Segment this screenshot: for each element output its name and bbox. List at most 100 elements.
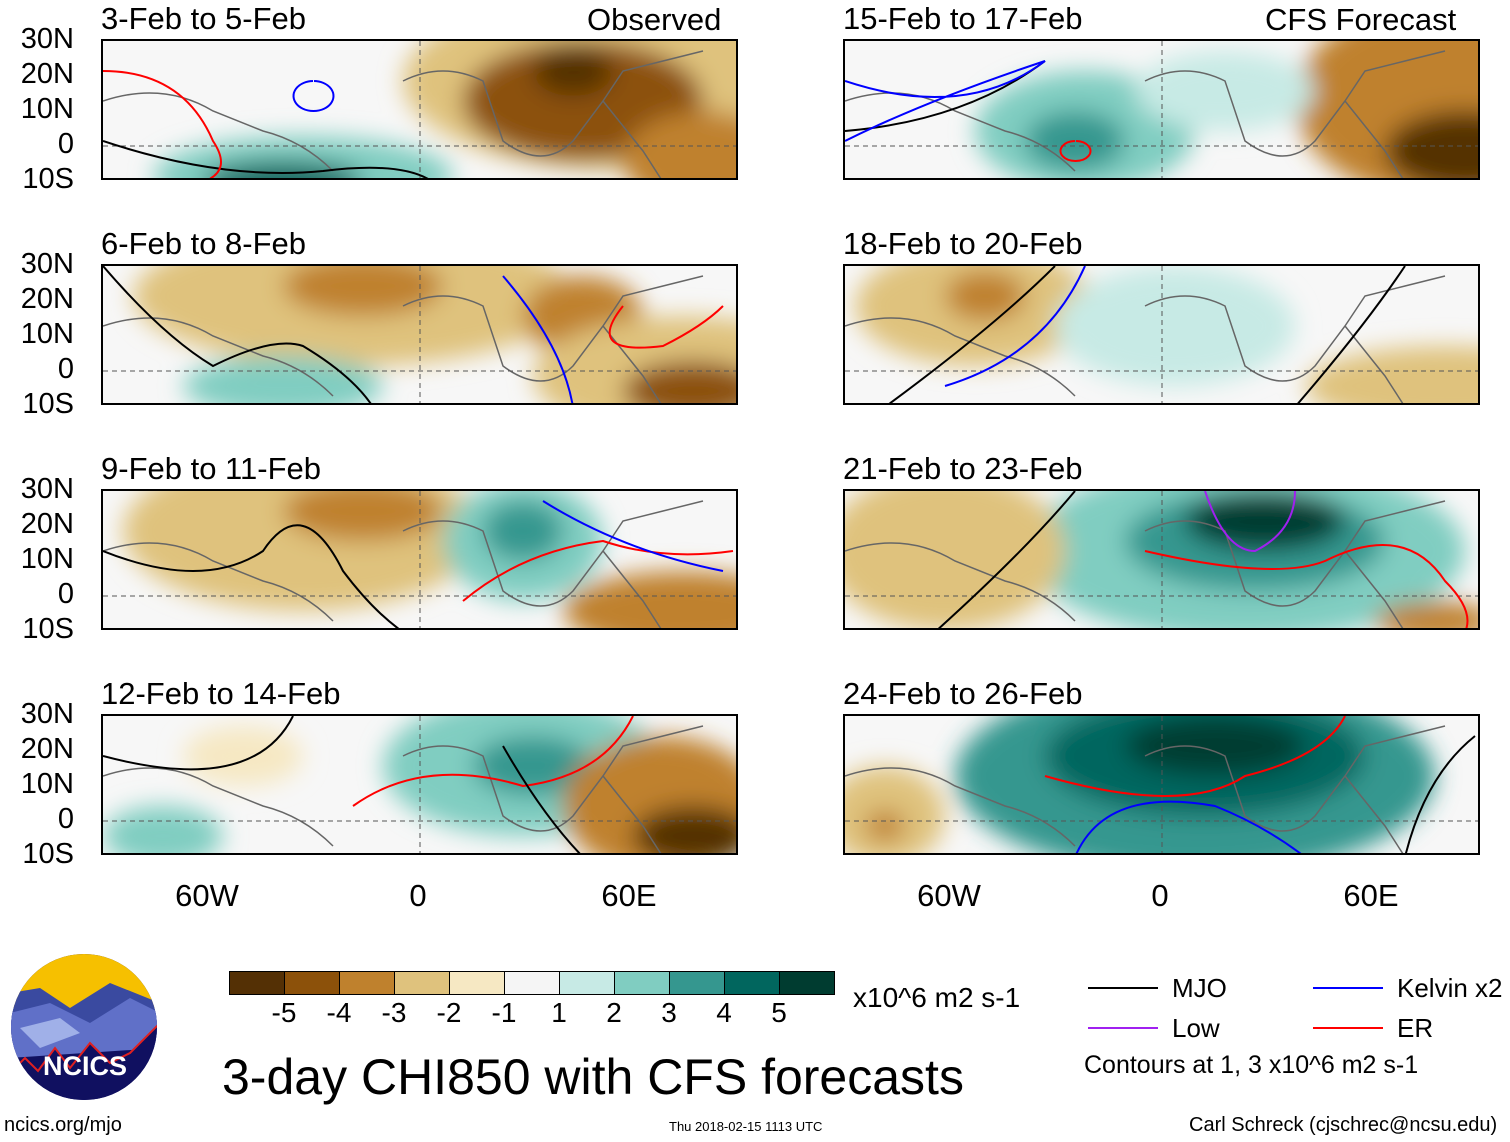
lon-label: 60W [917,878,981,913]
contour-line [103,266,372,403]
footer-url[interactable]: ncics.org/mjo [4,1114,122,1136]
map-panel [101,489,738,630]
contour-line [103,140,429,178]
lat-label: 0 [57,128,74,160]
footer-author: Carl Schreck (cjschrec@ncsu.edu) [1189,1114,1498,1136]
anomaly-region [845,491,1065,628]
contour-line [542,500,724,572]
lat-label: 10S [22,388,74,420]
colorbar-label: -4 [326,997,352,1028]
lat-label: 0 [57,353,74,385]
lat-label: 20N [20,508,74,540]
contour-line [608,305,724,349]
lon-label: 60E [1343,878,1399,913]
panel-title: 12-Feb to 14-Feb [101,676,341,711]
contour-line [1297,266,1406,403]
column-header-forecast: CFS Forecast [1265,2,1457,37]
legend-line [1088,1027,1158,1029]
logo-text: NCICS [43,1051,127,1081]
coastlines [845,500,1446,628]
colorbar-swatch [725,972,780,994]
lat-label: 10N [20,318,74,350]
colorbar-swatch [670,972,725,994]
panel-title: 15-Feb to 17-Feb [843,1,1083,36]
colorbar-label: 3 [661,997,677,1028]
contour-line [1144,544,1469,628]
anomaly-region [183,726,303,786]
colorbar-label: -2 [436,997,462,1028]
contour-line [937,491,1076,628]
contour-line [1059,140,1092,162]
legend-label: Low [1172,1013,1220,1043]
colorbar [229,971,835,995]
footer-timestamp: Thu 2018-02-15 1113 UTC [669,1119,823,1134]
anomaly-region [845,766,945,853]
contour-line [944,266,1086,387]
anomaly-region [945,271,1025,321]
lat-label: 30N [20,698,74,730]
contour-line [103,70,222,178]
legend-label: ER [1397,1013,1434,1043]
lat-label: 30N [20,473,74,505]
colorbar-label: -1 [491,997,517,1028]
map-panel [101,39,738,180]
colorbar-swatch [780,972,834,994]
lat-label: 20N [20,58,74,90]
anomaly-region [133,266,573,366]
lat-label: 20N [20,733,74,765]
panel-title: 3-Feb to 5-Feb [101,1,307,36]
anomaly-region [563,571,736,628]
legend-label: Kelvin x2 [1397,973,1503,1003]
contour-line [1044,716,1346,797]
figure-title: 3-day CHI850 with CFS forecasts [222,1049,964,1105]
contour-line [1405,735,1476,853]
legend-note: Contours at 1, 3 x10^6 m2 s-1 [1084,1051,1419,1079]
map-panel [843,489,1480,630]
anomaly-region [623,361,736,403]
colorbar-swatch [615,972,670,994]
lat-label: 10N [20,768,74,800]
coastlines [845,725,1446,853]
colorbar-swatch [450,972,505,994]
contour-line [1204,491,1296,553]
colorbar-swatch [230,972,285,994]
anomaly-region [1385,111,1478,178]
coastlines [845,50,1446,178]
panel-title: 6-Feb to 8-Feb [101,226,307,261]
lat-label: 0 [57,803,74,835]
coastlines [845,275,1446,403]
colorbar-units: x10^6 m2 s-1 [853,982,1021,1013]
map-panel [101,714,738,855]
contour-line [103,524,400,628]
contour-line [888,266,1056,403]
panel-title: 21-Feb to 23-Feb [843,451,1083,486]
anomaly-region [1305,346,1478,403]
lon-label: 0 [409,878,427,913]
colorbar-label: 1 [551,997,567,1028]
anomaly-region [533,46,613,96]
colorbar-swatch [560,972,615,994]
lat-label: 10N [20,93,74,125]
anomaly-region [283,491,443,541]
lon-label: 60E [601,878,657,913]
ncics-logo: NCICS [11,954,157,1100]
map-panel [843,39,1480,180]
contour-line [462,539,734,602]
anomaly-region [1375,601,1478,628]
legend-line [1313,1027,1383,1029]
colorbar-swatch [340,972,395,994]
lat-label: 20N [20,283,74,315]
lon-label: 60W [175,878,239,913]
colorbar-label: 4 [716,997,732,1028]
anomaly-region [1125,716,1305,776]
anomaly-region [633,806,736,853]
lat-label: 10S [22,163,74,195]
lat-label: 10N [20,543,74,575]
lat-label: 0 [57,578,74,610]
contour-line [103,716,294,771]
colorbar-label: 2 [606,997,622,1028]
colorbar-swatch [395,972,450,994]
legend-line [1088,987,1158,989]
anomaly-region [865,811,905,841]
